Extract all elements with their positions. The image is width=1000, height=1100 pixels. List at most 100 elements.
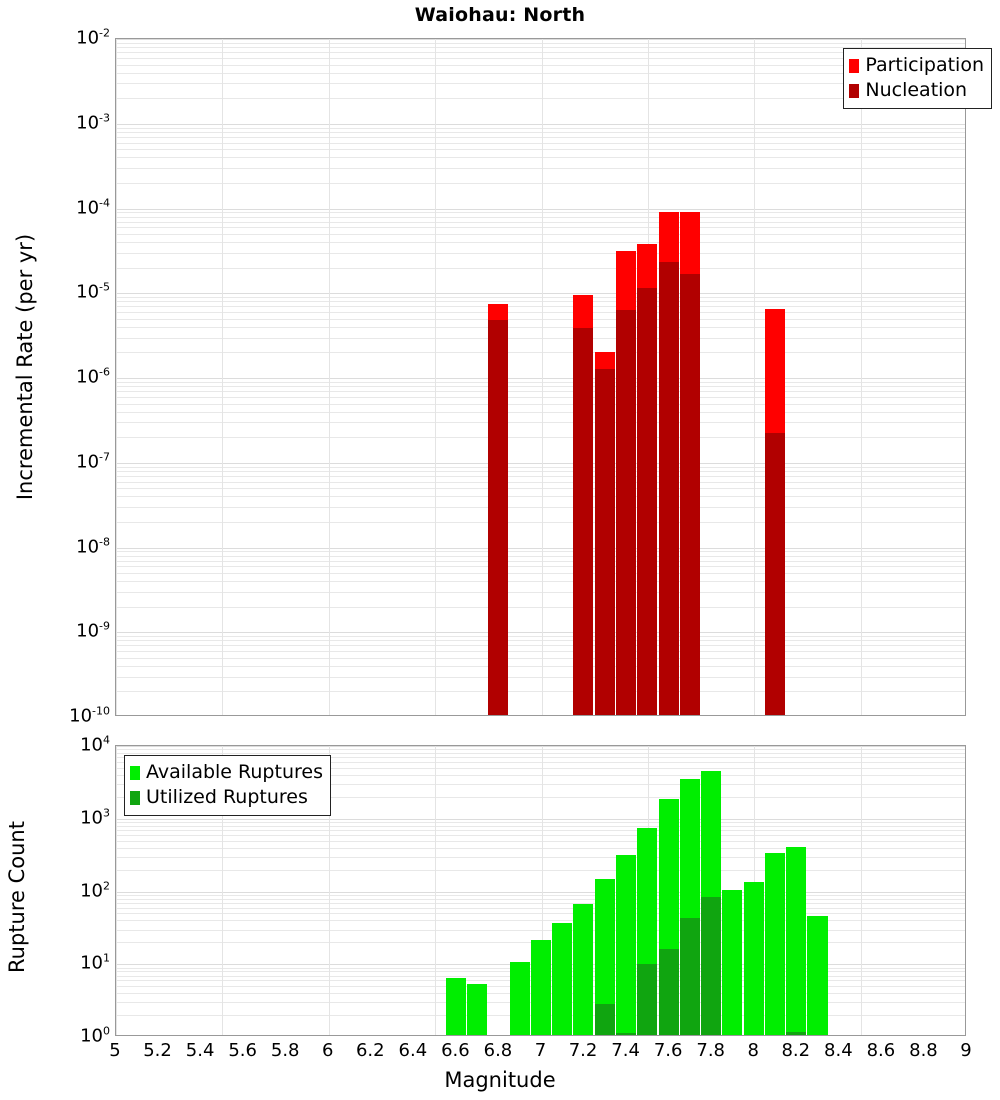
bar-group xyxy=(658,746,679,1035)
gridline-horizontal xyxy=(116,768,965,769)
gridline-horizontal xyxy=(116,835,965,836)
x-tick-label: 7.6 xyxy=(653,1040,683,1061)
bar-segment-avail xyxy=(722,889,743,1035)
gridline-horizontal xyxy=(116,895,965,896)
gridline-horizontal xyxy=(116,784,965,785)
gridline-horizontal xyxy=(116,749,965,750)
gridline-vertical xyxy=(754,39,755,715)
bar-segment-nucl xyxy=(658,262,679,715)
gridline-horizontal xyxy=(116,137,965,138)
y-tick-label: 10-3 xyxy=(76,111,110,134)
legend-item-utilized-ruptures: Utilized Ruptures xyxy=(130,785,323,810)
legend-item-participation: Participation xyxy=(849,53,984,78)
bar-segment-avail xyxy=(594,878,615,1035)
y-tick-label: 10-8 xyxy=(76,535,110,557)
bar-segment-avail xyxy=(467,984,488,1035)
y-tick-label: 10-7 xyxy=(76,450,110,473)
gridline-horizontal xyxy=(116,482,965,483)
gridline-horizontal xyxy=(116,212,965,213)
x-tick-label: 7.4 xyxy=(611,1040,640,1061)
bar-segment-avail xyxy=(764,852,785,1035)
bar-group xyxy=(488,39,509,715)
gridline-horizontal xyxy=(116,301,965,302)
gridline-horizontal xyxy=(116,548,965,549)
gridline-horizontal xyxy=(116,73,965,74)
top-panel-legend: Participation Nucleation xyxy=(843,48,992,109)
gridline-vertical xyxy=(329,39,330,715)
chart-title: Waiohau: North xyxy=(414,4,586,26)
gridline-horizontal xyxy=(116,422,965,423)
gridline-horizontal xyxy=(116,293,965,294)
gridline-horizontal xyxy=(116,908,965,909)
y-tick-label: 10-2 xyxy=(76,26,110,49)
gridline-horizontal xyxy=(116,378,965,379)
bar-segment-nucl xyxy=(488,319,509,715)
gridline-horizontal xyxy=(116,651,965,652)
gridline-horizontal xyxy=(116,636,965,637)
gridline-horizontal xyxy=(116,319,965,320)
top-panel-gridlines xyxy=(116,39,965,715)
x-tick-label: 8.6 xyxy=(866,1040,896,1061)
bar-group xyxy=(594,39,615,715)
gridline-horizontal xyxy=(116,476,965,477)
bar-group xyxy=(764,39,785,715)
y-tick-label: 10-9 xyxy=(76,619,110,642)
gridline-horizontal xyxy=(116,382,965,383)
bar-segment-util xyxy=(615,1033,637,1035)
bar-group xyxy=(445,746,466,1035)
bar-segment-nucl xyxy=(573,327,594,715)
bottom-panel-bars xyxy=(116,746,965,1035)
gridline-horizontal xyxy=(116,920,965,921)
gridline-horizontal xyxy=(116,297,965,298)
gridline-horizontal xyxy=(116,168,965,169)
gridline-horizontal xyxy=(116,157,965,158)
gridline-vertical xyxy=(542,746,543,1035)
bar-group xyxy=(807,746,828,1035)
x-tick-label: 5.8 xyxy=(270,1040,300,1061)
gridline-horizontal xyxy=(116,496,965,497)
bar-group xyxy=(764,746,785,1035)
gridline-horizontal xyxy=(116,551,965,552)
gridline-horizontal xyxy=(116,253,965,254)
bar-segment-avail xyxy=(807,916,828,1035)
gridline-horizontal xyxy=(116,566,965,567)
gridline-horizontal xyxy=(116,227,965,228)
gridline-vertical xyxy=(329,746,330,1035)
bar-group xyxy=(786,746,807,1035)
y-tick-label: 10-4 xyxy=(76,196,110,218)
gridline-horizontal xyxy=(116,58,965,59)
bar-segment-nucl xyxy=(594,369,615,715)
gridline-horizontal xyxy=(116,39,965,40)
gridline-horizontal xyxy=(116,404,965,405)
x-tick-label: 7 xyxy=(534,1040,547,1061)
x-tick-label: 8.8 xyxy=(909,1040,938,1061)
bar-segment-nucl xyxy=(679,273,700,715)
bar-segment-avail xyxy=(743,882,764,1035)
bar-group xyxy=(679,39,700,715)
legend-swatch-available-ruptures xyxy=(130,765,140,780)
gridline-vertical xyxy=(435,39,436,715)
y-tick-label: 10-6 xyxy=(76,365,110,388)
gridline-horizontal xyxy=(116,762,965,763)
x-tick-label: 5.6 xyxy=(228,1040,257,1061)
bottom-panel-y-axis-title: Rupture Count xyxy=(5,821,29,973)
gridline-horizontal xyxy=(116,899,965,900)
x-axis-title: Magnitude xyxy=(444,1068,556,1092)
bar-group xyxy=(594,746,615,1035)
gridline-vertical xyxy=(116,746,117,1035)
bar-group xyxy=(530,746,551,1035)
gridline-vertical xyxy=(542,39,543,715)
bar-segment-util xyxy=(658,949,679,1035)
gridline-vertical xyxy=(116,39,117,715)
gridline-horizontal xyxy=(116,234,965,235)
bar-group xyxy=(573,746,594,1035)
gridline-horizontal xyxy=(116,132,965,133)
gridline-horizontal xyxy=(116,306,965,307)
gridline-horizontal xyxy=(116,848,965,849)
bar-segment-avail xyxy=(530,940,551,1035)
gridline-horizontal xyxy=(116,43,965,44)
gridline-horizontal xyxy=(116,327,965,328)
gridline-horizontal xyxy=(116,857,965,858)
gridline-horizontal xyxy=(116,632,965,633)
gridline-horizontal xyxy=(116,830,965,831)
